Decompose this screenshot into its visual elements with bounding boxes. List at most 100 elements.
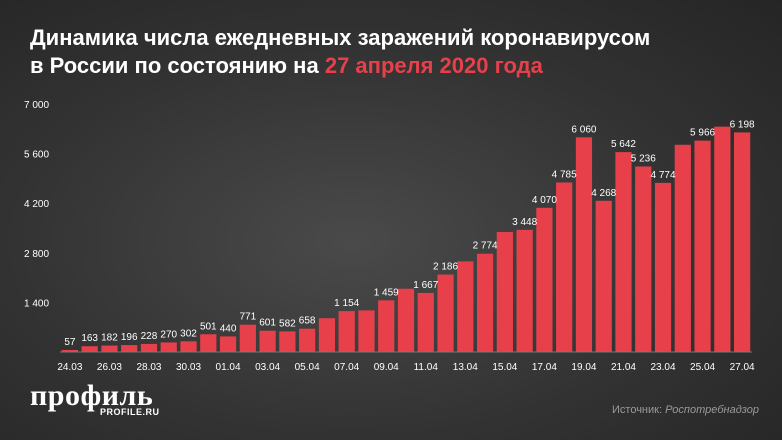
logo-site: PROFILE.RU	[100, 407, 160, 417]
bar-04.04	[279, 331, 296, 352]
data-label: 440	[220, 323, 237, 334]
bar-15.04	[496, 231, 513, 352]
y-tick-label: 2 800	[24, 249, 49, 260]
data-label: 1 154	[334, 298, 359, 309]
x-tick-label: 28.03	[136, 362, 161, 373]
x-tick-label: 30.03	[176, 362, 201, 373]
logo-wordmark: профиль	[30, 379, 154, 412]
x-tick-label: 21.04	[611, 362, 636, 373]
data-label: 4 268	[591, 188, 616, 199]
data-label: 3 448	[512, 217, 537, 228]
bar-25.04	[694, 140, 711, 352]
data-label: 2 774	[473, 241, 498, 252]
data-label: 582	[279, 318, 296, 329]
y-axis: 1 400 2 800 4 200 5 600 7 000	[24, 100, 49, 309]
data-label: 5 642	[611, 139, 636, 150]
bar-06.04	[318, 318, 336, 352]
bar-21.04	[615, 152, 632, 352]
data-label: 4 070	[532, 195, 557, 206]
title-line-2-prefix: в России по состоянию на	[30, 53, 319, 78]
x-tick-label: 15.04	[492, 362, 517, 373]
data-label: 1 667	[413, 280, 438, 291]
bar-05.04	[299, 328, 316, 352]
x-tick-label: 03.04	[255, 362, 280, 373]
bar-27.03	[121, 345, 138, 352]
bar-01.04	[219, 336, 237, 352]
bar-17.04	[536, 207, 553, 352]
data-label: 5 966	[690, 128, 715, 139]
y-tick-label: 5 600	[24, 150, 49, 161]
source-note: Источник: Роспотребнадзор	[612, 404, 759, 416]
title-line-1: Динамика числа ежедневных заражений коро…	[30, 25, 651, 50]
bar-14.04	[476, 253, 494, 352]
x-tick-label: 13.04	[453, 362, 478, 373]
bar-24.04	[674, 144, 691, 352]
x-tick-label: 11.04	[414, 362, 439, 373]
bar-08.04	[358, 310, 375, 352]
data-label: 1 459	[374, 287, 399, 298]
data-label: 196	[121, 332, 138, 343]
x-tick-label: 19.04	[571, 362, 596, 373]
bar-29.03	[160, 342, 177, 352]
data-label: 182	[101, 333, 118, 344]
x-tick-label: 24.03	[57, 362, 82, 373]
data-label: 302	[180, 328, 197, 339]
bar-31.03	[200, 334, 217, 352]
bar-26.04	[714, 126, 731, 352]
data-label: 57	[64, 337, 76, 348]
data-label: 163	[81, 333, 98, 344]
bar-27.04	[734, 132, 751, 352]
title-date-highlight: 27 апреля 2020 года	[324, 53, 543, 78]
bar-20.04	[595, 200, 612, 352]
bar-19.04	[575, 137, 593, 352]
data-label: 228	[141, 331, 158, 342]
bars	[61, 126, 751, 352]
x-tick-label: 05.04	[295, 362, 320, 373]
x-tick-label: 01.04	[216, 362, 241, 373]
profile-logo: профиль PROFILE.RU	[30, 379, 159, 418]
data-label: 6 198	[730, 119, 755, 130]
bar-24.03	[61, 349, 78, 352]
bar-22.04	[635, 166, 652, 352]
source-label: Источник:	[612, 404, 663, 416]
source-name: Роспотребнадзор	[665, 404, 760, 416]
x-axis: 24.03 26.03 28.03 30.03 01.04 03.04 05.04 07.04…	[57, 351, 755, 373]
y-tick-label: 7 000	[24, 100, 49, 111]
bar-07.04	[338, 311, 355, 352]
x-tick-label: 09.04	[374, 362, 399, 373]
bar-25.03	[81, 346, 98, 352]
y-tick-label: 4 200	[24, 199, 49, 210]
data-label: 658	[299, 316, 316, 327]
bar-18.04	[556, 182, 573, 352]
bar-03.04	[259, 330, 276, 352]
bar-13.04	[457, 261, 474, 352]
bar-30.03	[180, 341, 197, 352]
y-tick-label: 1 400	[24, 298, 49, 309]
chart-title: Динамика числа ежедневных заражений коро…	[30, 24, 770, 80]
data-label: 6 060	[571, 124, 596, 135]
bar-11.04	[417, 292, 434, 352]
data-label: 2 186	[433, 262, 458, 273]
data-label: 771	[239, 312, 256, 323]
x-tick-label: 27.04	[730, 362, 755, 373]
data-label: 5 236	[631, 154, 656, 165]
data-label: 4 785	[552, 169, 577, 180]
bar-02.04	[239, 324, 256, 352]
bar-10.04	[397, 288, 415, 352]
bar-28.03	[140, 343, 158, 352]
x-tick-label: 17.04	[532, 362, 557, 373]
data-label: 4 774	[651, 170, 676, 181]
bar-23.04	[654, 182, 672, 352]
data-label: 501	[200, 321, 217, 332]
x-tick-label: 07.04	[334, 362, 359, 373]
bar-09.04	[378, 300, 395, 352]
data-label: 601	[259, 318, 276, 329]
x-tick-label: 26.03	[97, 362, 122, 373]
bar-12.04	[437, 274, 454, 352]
bar-26.03	[101, 345, 118, 352]
data-label: 270	[160, 329, 177, 340]
bar-16.04	[516, 229, 533, 352]
